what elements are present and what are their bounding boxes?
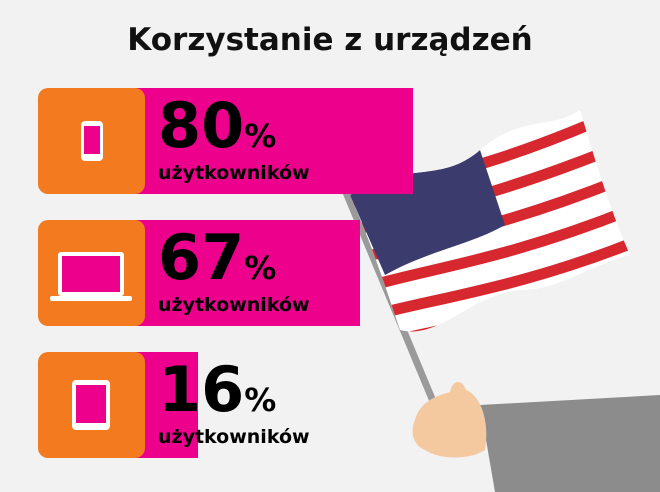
value: 67% xyxy=(158,220,276,306)
number: 80 xyxy=(158,89,245,162)
number: 16 xyxy=(158,353,245,426)
number: 67 xyxy=(158,221,245,294)
unit: % xyxy=(244,249,277,287)
hand xyxy=(412,381,487,458)
label: użytkowników xyxy=(158,162,310,184)
tablet-icon xyxy=(38,352,145,458)
value: 16% xyxy=(158,352,276,438)
phone-icon xyxy=(38,88,145,194)
laptop-icon xyxy=(38,220,145,326)
label: użytkowników xyxy=(158,294,310,316)
unit: % xyxy=(244,381,277,419)
sleeve xyxy=(480,395,660,492)
title: Korzystanie z urządzeń xyxy=(127,22,533,58)
value: 80% xyxy=(158,88,276,174)
bar xyxy=(118,220,360,326)
bar xyxy=(118,88,413,194)
label: użytkowników xyxy=(158,426,310,448)
unit: % xyxy=(244,117,277,155)
